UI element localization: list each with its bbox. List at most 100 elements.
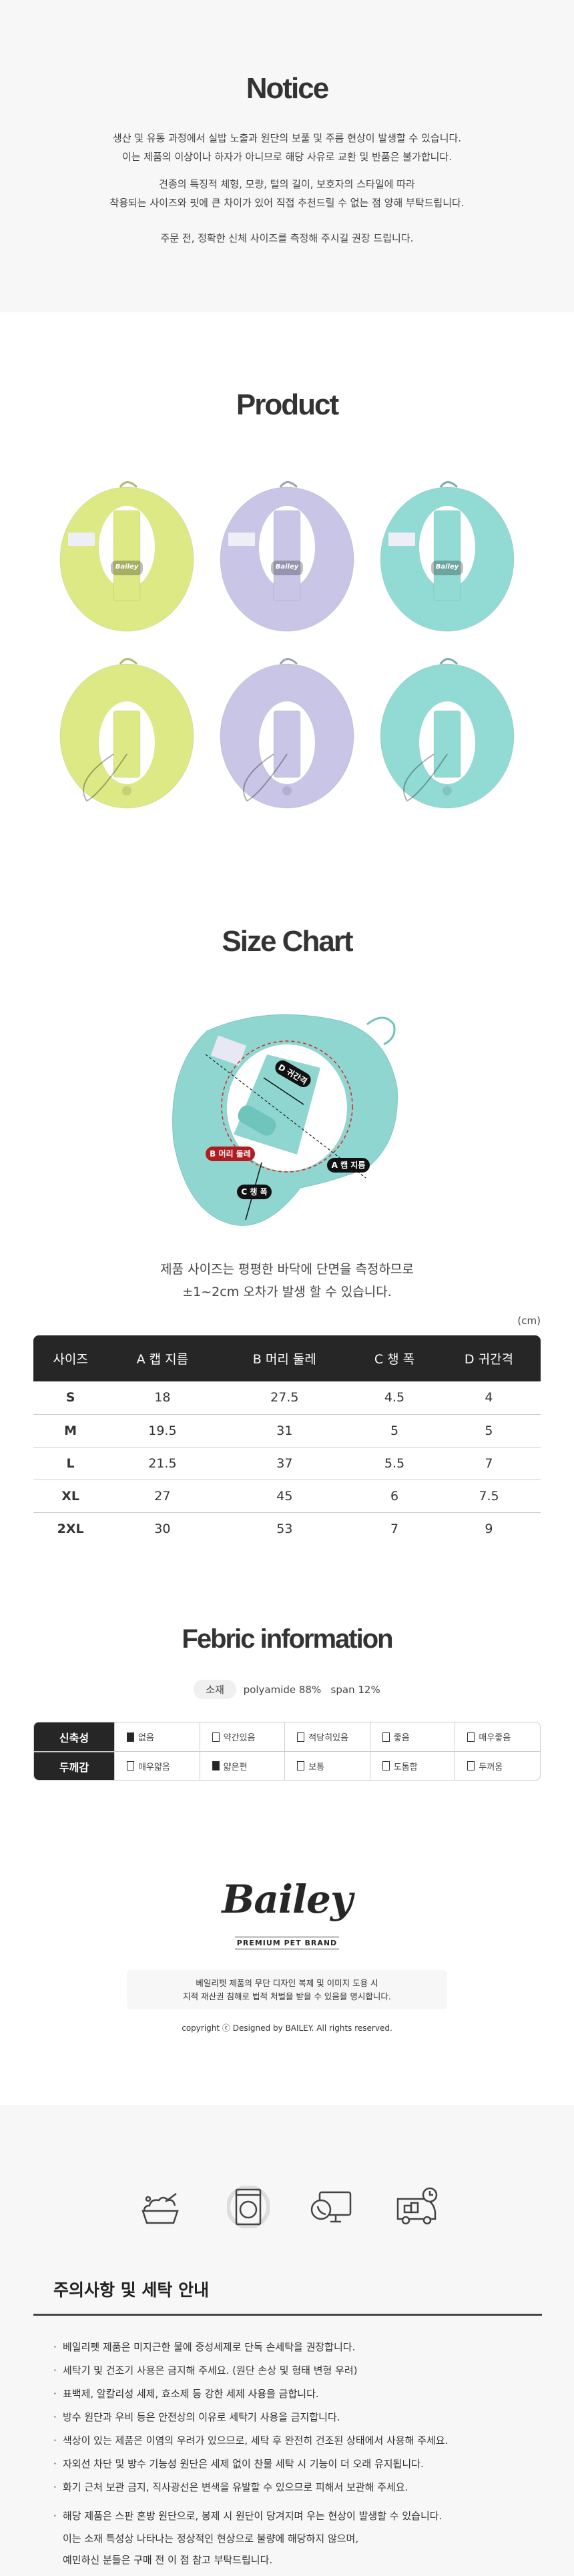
table-row: M 19.5 31 5 5 bbox=[33, 1414, 541, 1447]
care-list: 베일리펫 제품은 미지근한 물에 중성세제로 단독 손세탁을 권장합니다.세탁기… bbox=[53, 2336, 534, 2571]
unchecked-box-icon bbox=[467, 1761, 475, 1770]
material-value: polyamide 88% span 12% bbox=[243, 1684, 380, 1696]
table-cell: 5.5 bbox=[352, 1447, 437, 1480]
fabric-option: 매우얇음 bbox=[114, 1752, 200, 1780]
table-cell: 4 bbox=[437, 1381, 541, 1415]
fabric-row-label: 신축성 bbox=[34, 1722, 114, 1751]
table-cell: M bbox=[33, 1414, 108, 1447]
divider bbox=[33, 2314, 542, 2316]
fabric-option-label: 약간있음 bbox=[223, 1733, 256, 1743]
product-image-mint-front: Bailey bbox=[374, 480, 521, 634]
table-cell: 37 bbox=[217, 1447, 352, 1480]
fabric-option: 도톰함 bbox=[369, 1752, 455, 1780]
care-item-line: 이는 소재 특성상 나타나는 정상적인 현상으로 불량에 해당하지 않으며, bbox=[63, 2533, 359, 2545]
fabric-option: 두꺼움 bbox=[455, 1752, 540, 1780]
unchecked-box-icon bbox=[127, 1761, 134, 1770]
cap-diameter-arrow bbox=[205, 1054, 366, 1179]
size-note-line: ±1~2cm 오차가 발생 할 수 있습니다. bbox=[182, 1285, 392, 1299]
bailey-badge bbox=[238, 1105, 276, 1136]
notice-paragraph-3: 주문 전, 정확한 신체 사이즈를 측정해 주시길 권장 드립니다. bbox=[0, 229, 574, 248]
care-item: 표백제, 알칼리성 세제, 효소제 등 강한 세제 사용을 금합니다. bbox=[53, 2382, 534, 2406]
notice-title: Notice bbox=[246, 72, 329, 105]
notice-paragraph-1: 생산 및 유통 과정에서 실밥 노출과 원단의 보풀 및 주름 현상이 발생할 … bbox=[0, 129, 574, 166]
care-item: 세탁기 및 건조기 사용은 금지해 주세요. (원단 손상 및 형태 변형 우려… bbox=[53, 2359, 534, 2382]
size-note-line: 제품 사이즈는 평평한 바닥에 단면을 측정하므로 bbox=[160, 1262, 414, 1277]
table-cell: 6 bbox=[352, 1480, 437, 1513]
checked-box-icon bbox=[127, 1732, 134, 1742]
table-cell: S bbox=[33, 1381, 108, 1415]
table-cell: 45 bbox=[217, 1480, 352, 1513]
notice-line: 생산 및 유통 과정에서 실밥 노출과 원단의 보풀 및 주름 현상이 발생할 … bbox=[112, 132, 462, 144]
fabric-option-label: 적당히있음 bbox=[308, 1733, 348, 1743]
fabric-option: 얇은편 bbox=[199, 1752, 285, 1780]
notice-line: 주문 전, 정확한 신체 사이즈를 측정해 주시길 권장 드립니다. bbox=[160, 232, 414, 244]
delivery-truck-icon bbox=[396, 2187, 438, 2225]
column-header: D 귀간격 bbox=[437, 1335, 541, 1381]
label-b: B 머리 둘레 bbox=[206, 1147, 255, 1161]
table-cell: 2XL bbox=[57, 1521, 84, 1536]
copyright: copyright ⓒ Designed by BAILEY. All righ… bbox=[182, 2023, 392, 2033]
fabric-option-label: 없음 bbox=[138, 1733, 154, 1743]
table-cell: 9 bbox=[485, 1521, 493, 1536]
table-row: 2XL 30 53 7 9 bbox=[33, 1512, 541, 1545]
checked-box-icon bbox=[212, 1761, 220, 1770]
fabric-option-label: 좋음 bbox=[393, 1733, 410, 1743]
product-image-mint-back bbox=[374, 657, 521, 811]
size-diagram: D 귀간격 B 머리 둘레 A 캡 지름 C 챙 폭 bbox=[172, 1014, 398, 1226]
brand-tagline: PREMIUM PET BRAND bbox=[235, 1937, 339, 1949]
label-a-text: A 캡 지름 bbox=[332, 1160, 366, 1170]
unchecked-box-icon bbox=[467, 1732, 475, 1742]
table-cell: 5 bbox=[352, 1414, 437, 1447]
column-header: B 머리 둘레 bbox=[217, 1335, 352, 1381]
notice-line: 이는 제품의 이상이나 하자가 아니므로 해당 사유로 교환 및 반품은 불가합… bbox=[121, 151, 453, 163]
fabric-option-label: 매우얇음 bbox=[138, 1762, 170, 1773]
fabric-option-label: 얇은편 bbox=[223, 1762, 248, 1773]
notice-line: 착용되는 사이즈와 핏에 큰 차이가 있어 직접 추천드릴 수 없는 점 양해 … bbox=[109, 197, 465, 209]
product-image-lavender-front: Bailey bbox=[214, 480, 360, 634]
head-circumference-line bbox=[221, 1040, 353, 1173]
column-header: 사이즈 bbox=[33, 1335, 108, 1381]
bailey-label-tag bbox=[210, 1035, 247, 1066]
no-dryer-icon bbox=[227, 2186, 270, 2228]
unchecked-box-icon bbox=[382, 1761, 390, 1770]
notice-line: 견종의 특징적 체형, 모량, 털의 길이, 보호자의 스타일에 따라 bbox=[159, 178, 415, 190]
fabric-option: 좋음 bbox=[369, 1722, 455, 1751]
table-cell: 19.5 bbox=[107, 1414, 218, 1447]
table-row: S 18 27.5 4.5 4 bbox=[33, 1381, 541, 1415]
fabric-option: 약간있음 bbox=[199, 1722, 285, 1751]
unit-label: (cm) bbox=[517, 1315, 541, 1327]
fabric-table: 신축성 없음 약간있음 적당히있음 좋음 매우좋음 두께감 매우얇음 얇은편 보통 도톰함 두꺼움 bbox=[33, 1722, 541, 1781]
fabric-title: Febric information bbox=[182, 1624, 393, 1654]
table-cell: 7 bbox=[437, 1447, 541, 1480]
label-c: C 챙 폭 bbox=[237, 1185, 272, 1199]
table-cell: 18 bbox=[107, 1381, 218, 1415]
care-item: 베일리펫 제품은 미지근한 물에 중성세제로 단독 손세탁을 권장합니다. bbox=[53, 2336, 534, 2359]
care-title: 주의사항 및 세탁 안내 bbox=[53, 2280, 210, 2300]
bailey-logo: Bailey bbox=[222, 1877, 352, 1922]
label-c-text: C 챙 폭 bbox=[241, 1187, 267, 1197]
table-cell: 7 bbox=[390, 1521, 399, 1536]
table-cell: 5 bbox=[437, 1414, 541, 1447]
product-image-lime-front: Bailey bbox=[53, 480, 200, 634]
table-cell: 4.5 bbox=[352, 1381, 437, 1415]
material-row: 소재 polyamide 88% span 12% bbox=[0, 1680, 574, 1699]
product-image-lime-back bbox=[53, 657, 200, 811]
customer-service-icon bbox=[310, 2191, 352, 2223]
unchecked-box-icon bbox=[382, 1732, 390, 1742]
size-chart-title: Size Chart bbox=[222, 925, 353, 958]
fabric-option: 적당히있음 bbox=[284, 1722, 370, 1751]
bailey-badge-text: Bailey bbox=[115, 563, 139, 571]
column-header: C 챙 폭 bbox=[352, 1335, 437, 1381]
table-cell: 7.5 bbox=[437, 1480, 541, 1513]
product-title: Product bbox=[236, 388, 339, 421]
care-item: 자외선 차단 및 방수 기능성 원단은 세제 없이 찬물 세탁 시 기능이 더 … bbox=[53, 2453, 534, 2476]
fabric-option: 매우좋음 bbox=[455, 1722, 540, 1751]
table-cell: XL bbox=[33, 1480, 108, 1513]
hand-wash-icon bbox=[141, 2193, 179, 2224]
table-row: XL 27 45 6 7.5 bbox=[33, 1480, 541, 1513]
label-b-text: B 머리 둘레 bbox=[210, 1149, 251, 1159]
table-cell: 27 bbox=[107, 1480, 218, 1513]
care-item: 화기 근처 보관 금지, 직사광선은 변색을 유발할 수 있으므로 피해서 보관… bbox=[53, 2476, 534, 2499]
